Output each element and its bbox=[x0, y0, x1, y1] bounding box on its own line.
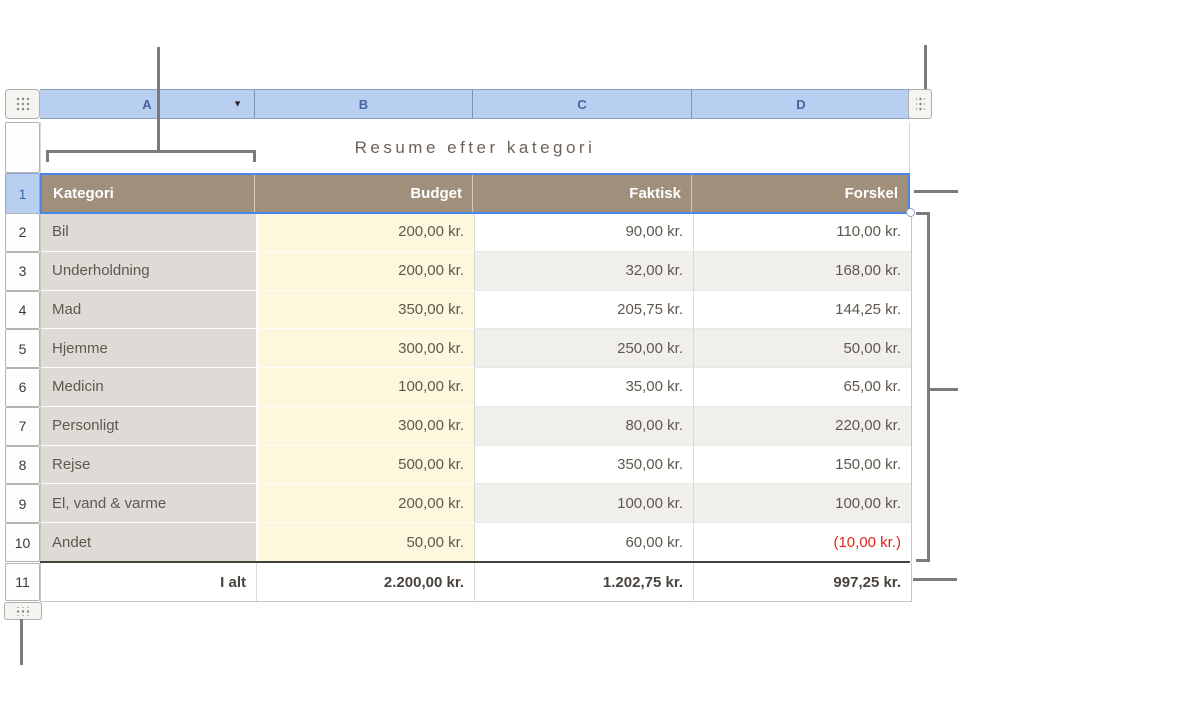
cell-faktisk[interactable]: 60,00 kr. bbox=[474, 523, 693, 562]
cell-category[interactable]: Personligt bbox=[41, 406, 256, 446]
row-number-11[interactable]: 11 bbox=[5, 563, 40, 601]
row-number-7[interactable]: 7 bbox=[5, 406, 40, 446]
header-cell-forskel[interactable]: Forskel bbox=[844, 185, 898, 202]
table-title-row: Resume efter kategori bbox=[40, 122, 910, 173]
callout-body-bracket-top-tick bbox=[916, 212, 930, 215]
add-row-handle-dots-icon bbox=[16, 606, 30, 616]
callout-column-a-bracket bbox=[46, 150, 256, 153]
add-column-handle[interactable] bbox=[908, 89, 932, 119]
gutter-title-cell bbox=[5, 122, 40, 173]
row-number-9[interactable]: 9 bbox=[5, 484, 40, 524]
cell-budget[interactable]: 300,00 kr. bbox=[256, 406, 474, 446]
cell-forskel[interactable]: 150,00 kr. bbox=[693, 445, 911, 485]
callout-column-a-bracket-left-tick bbox=[46, 150, 49, 162]
cell-forskel[interactable]: 144,25 kr. bbox=[693, 290, 911, 330]
table-body: Bil 200,00 kr. 90,00 kr. 110,00 kr. Unde… bbox=[40, 213, 912, 562]
table-total-row: I alt 2.200,00 kr. 1.202,75 kr. 997,25 k… bbox=[40, 563, 912, 602]
row-number-2[interactable]: 2 bbox=[5, 213, 40, 252]
column-d-label: D bbox=[796, 96, 806, 112]
table-move-handle-dots-icon bbox=[15, 97, 30, 111]
selection-extend-handle[interactable] bbox=[906, 208, 915, 217]
cell-forskel[interactable]: 100,00 kr. bbox=[693, 484, 911, 524]
cell-category[interactable]: Rejse bbox=[41, 445, 256, 485]
callout-header-row-line bbox=[914, 190, 958, 193]
row-number-6[interactable]: 6 bbox=[5, 368, 40, 407]
cell-forskel[interactable]: 168,00 kr. bbox=[693, 251, 911, 291]
column-header-b[interactable]: B bbox=[255, 90, 473, 118]
header-cell-budget[interactable]: Budget bbox=[255, 175, 473, 212]
cell-forskel[interactable]: 50,00 kr. bbox=[693, 329, 911, 369]
cell-faktisk[interactable]: 100,00 kr. bbox=[474, 484, 693, 524]
table-header-row: Kategori Budget Faktisk Forskel bbox=[40, 173, 910, 214]
cell-budget[interactable]: 200,00 kr. bbox=[256, 251, 474, 291]
header-cell-kategori[interactable]: Kategori bbox=[42, 175, 255, 212]
callout-body-bracket bbox=[927, 212, 930, 562]
total-label-cell[interactable]: I alt bbox=[220, 573, 246, 591]
add-row-handle[interactable] bbox=[4, 602, 42, 620]
column-header-a[interactable]: A ▼ bbox=[40, 90, 255, 118]
cell-faktisk[interactable]: 80,00 kr. bbox=[474, 406, 693, 446]
cell-budget[interactable]: 200,00 kr. bbox=[256, 484, 474, 524]
callout-total-row-line bbox=[913, 578, 957, 581]
column-c-label: C bbox=[577, 96, 587, 112]
callout-body-bracket-bottom-tick bbox=[916, 559, 930, 562]
cell-forskel[interactable]: 65,00 kr. bbox=[693, 368, 911, 407]
cell-forskel[interactable]: 220,00 kr. bbox=[693, 406, 911, 446]
row-number-1[interactable]: 1 bbox=[5, 173, 40, 214]
row-number-5[interactable]: 5 bbox=[5, 329, 40, 369]
cell-category[interactable]: Mad bbox=[41, 290, 256, 330]
cell-faktisk[interactable]: 205,75 kr. bbox=[474, 290, 693, 330]
row-number-3[interactable]: 3 bbox=[5, 251, 40, 291]
column-header-bar: A ▼ B C D bbox=[40, 89, 910, 119]
column-header-c[interactable]: C bbox=[473, 90, 692, 118]
row-number-8[interactable]: 8 bbox=[5, 445, 40, 485]
cell-faktisk[interactable]: 32,00 kr. bbox=[474, 251, 693, 291]
cell-faktisk[interactable]: 90,00 kr. bbox=[474, 213, 693, 252]
cell-forskel-negative[interactable]: (10,00 kr.) bbox=[693, 523, 911, 562]
total-forskel-cell[interactable]: 997,25 kr. bbox=[693, 563, 911, 601]
cell-category[interactable]: El, vand & varme bbox=[41, 484, 256, 524]
total-faktisk-cell[interactable]: 1.202,75 kr. bbox=[474, 563, 693, 601]
cell-budget[interactable]: 50,00 kr. bbox=[256, 523, 474, 562]
total-budget-cell[interactable]: 2.200,00 kr. bbox=[256, 563, 474, 601]
column-a-label: A bbox=[142, 96, 152, 112]
row-number-gutter: 2 3 4 5 6 7 8 9 10 bbox=[5, 213, 40, 562]
cell-category[interactable]: Hjemme bbox=[41, 329, 256, 369]
column-a-dropdown-icon[interactable]: ▼ bbox=[233, 98, 242, 109]
cell-faktisk[interactable]: 350,00 kr. bbox=[474, 445, 693, 485]
header-cell-faktisk[interactable]: Faktisk bbox=[473, 175, 692, 212]
row-number-4[interactable]: 4 bbox=[5, 290, 40, 330]
callout-column-a-bracket-right-tick bbox=[253, 150, 256, 162]
table-title[interactable]: Resume efter kategori bbox=[354, 137, 596, 157]
row-number-10[interactable]: 10 bbox=[5, 523, 40, 562]
callout-column-handle-stem bbox=[924, 45, 927, 89]
cell-budget[interactable]: 350,00 kr. bbox=[256, 290, 474, 330]
cell-budget[interactable]: 300,00 kr. bbox=[256, 329, 474, 369]
table-move-handle[interactable] bbox=[5, 89, 40, 119]
column-b-label: B bbox=[358, 96, 369, 112]
callout-column-a-stem bbox=[157, 47, 160, 151]
cell-budget[interactable]: 200,00 kr. bbox=[256, 213, 474, 252]
callout-row-handle-stem bbox=[20, 619, 23, 665]
cell-faktisk[interactable]: 250,00 kr. bbox=[474, 329, 693, 369]
total-separator-line bbox=[40, 561, 910, 563]
cell-budget[interactable]: 500,00 kr. bbox=[256, 445, 474, 485]
add-column-handle-dots-icon bbox=[915, 97, 925, 111]
cell-budget[interactable]: 100,00 kr. bbox=[256, 368, 474, 407]
cell-category[interactable]: Bil bbox=[41, 213, 256, 252]
cell-category[interactable]: Underholdning bbox=[41, 251, 256, 291]
column-header-d[interactable]: D bbox=[692, 90, 910, 118]
cell-forskel[interactable]: 110,00 kr. bbox=[693, 213, 911, 252]
cell-category[interactable]: Andet bbox=[41, 523, 256, 562]
cell-faktisk[interactable]: 35,00 kr. bbox=[474, 368, 693, 407]
cell-category[interactable]: Medicin bbox=[41, 368, 256, 407]
callout-body-rows-line bbox=[930, 388, 958, 391]
